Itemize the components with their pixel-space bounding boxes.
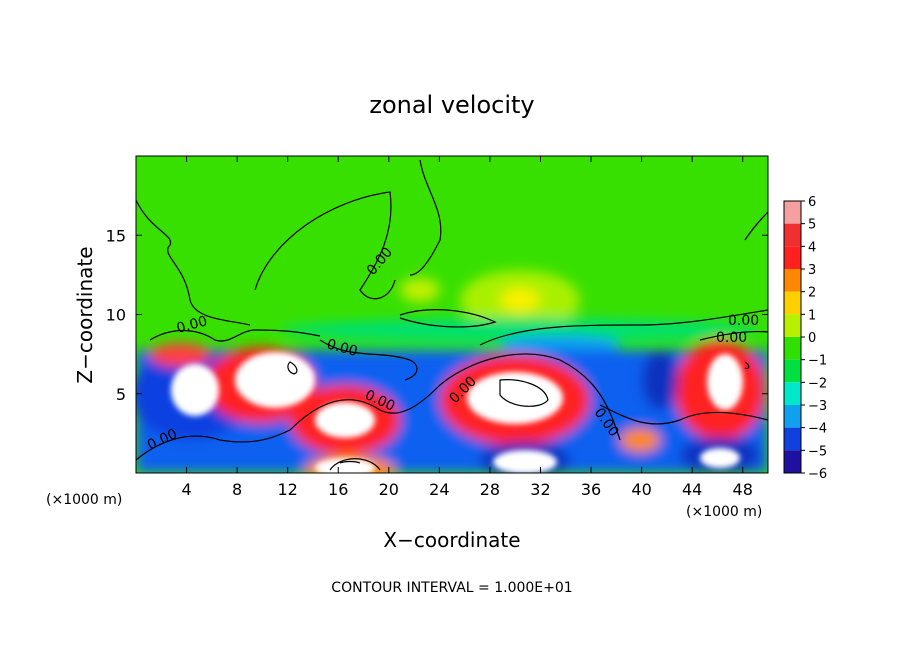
contour-label: 0.00: [716, 330, 747, 346]
contour-line: [136, 199, 251, 326]
colorbar-label: −4: [808, 422, 827, 437]
contour-line: [339, 460, 361, 464]
z-axis-units: (×1000 m): [46, 492, 122, 508]
contour-line: [744, 211, 768, 241]
contour-line: [319, 339, 418, 381]
contour-line: [599, 404, 768, 425]
contour-label: 0.00: [728, 313, 759, 329]
contour-line: [409, 159, 442, 276]
x-axis-tick-labels: 4 8 12 16 20 24 28 32 36 40 44 48: [181, 480, 752, 499]
colorbar-swatch: [784, 314, 801, 337]
x-tick-label: 48: [733, 480, 753, 499]
contour-line: [136, 353, 621, 461]
colorbar-swatch: [784, 382, 801, 405]
colorbar-swatch: [784, 269, 801, 292]
contour-label: 0.00: [325, 336, 359, 360]
contour-line: [479, 309, 768, 346]
contour-line: [149, 329, 321, 342]
x-tick-label: 32: [530, 480, 550, 499]
x-tick-label: 8: [232, 480, 242, 499]
x-axis-ticks: [186, 156, 744, 473]
colorbar-label: 0: [808, 331, 816, 346]
colorbar-swatch: [784, 337, 801, 360]
x-tick-label: 4: [181, 480, 191, 499]
colorbar-swatch: [784, 223, 801, 247]
x-axis-label: X−coordinate: [383, 528, 520, 552]
contour-interval-footer: CONTOUR INTERVAL = 1.000E+01: [331, 580, 572, 596]
x-tick-label: 16: [328, 480, 348, 499]
colorbar-label: −3: [808, 399, 827, 414]
x-tick-label: 44: [682, 480, 702, 499]
y-axis-ticks: [136, 234, 768, 395]
x-tick-label: 12: [278, 480, 298, 499]
x-tick-label: 24: [429, 480, 449, 499]
contour-line: [399, 309, 497, 328]
contour-line: [254, 191, 396, 300]
x-tick-label: 28: [480, 480, 500, 499]
colorbar-swatch: [784, 427, 801, 451]
colorbar-label: 5: [808, 218, 816, 233]
x-tick-label: 20: [379, 480, 399, 499]
contour-line: [329, 458, 381, 471]
y-tick-label: 10: [106, 306, 126, 325]
y-axis-label: Z−coordinate: [73, 246, 97, 383]
colorbar-label: −2: [808, 376, 827, 391]
y-axis-tick-labels: 5 10 15: [106, 226, 126, 404]
colorbar: 6 5 4 3 2 1 0 −1 −2 −3 −4 −5 −6: [783, 195, 827, 482]
heatmap-field: [136, 156, 768, 473]
x-tick-label: 36: [581, 480, 601, 499]
contour-label: 0.00: [175, 313, 209, 337]
colorbar-label: 3: [808, 263, 816, 278]
colorbar-swatch: [784, 405, 801, 428]
colorbar-swatch: [784, 450, 801, 473]
colorbar-label: −1: [808, 354, 827, 369]
x-axis-units: (×1000 m): [686, 504, 762, 520]
colorbar-label: −6: [808, 467, 827, 482]
contour-lines: [136, 159, 768, 471]
colorbar-label: −5: [808, 444, 827, 459]
contour-line: [287, 361, 298, 375]
colorbar-swatch: [784, 359, 801, 383]
contour-line: [744, 361, 750, 370]
contour-line: [699, 330, 768, 341]
y-tick-label: 15: [106, 226, 126, 245]
y-tick-label: 5: [116, 385, 126, 404]
colorbar-label: 4: [808, 240, 816, 255]
x-tick-label: 40: [631, 480, 651, 499]
colorbar-swatch: [784, 246, 801, 269]
contour-line: [499, 379, 549, 407]
colorbar-label: 2: [808, 286, 816, 301]
colorbar-label: 6: [808, 195, 816, 210]
chart-title: zonal velocity: [369, 91, 534, 119]
colorbar-swatch: [784, 291, 801, 315]
colorbar-swatch: [784, 201, 801, 224]
colorbar-label: 1: [808, 308, 816, 323]
